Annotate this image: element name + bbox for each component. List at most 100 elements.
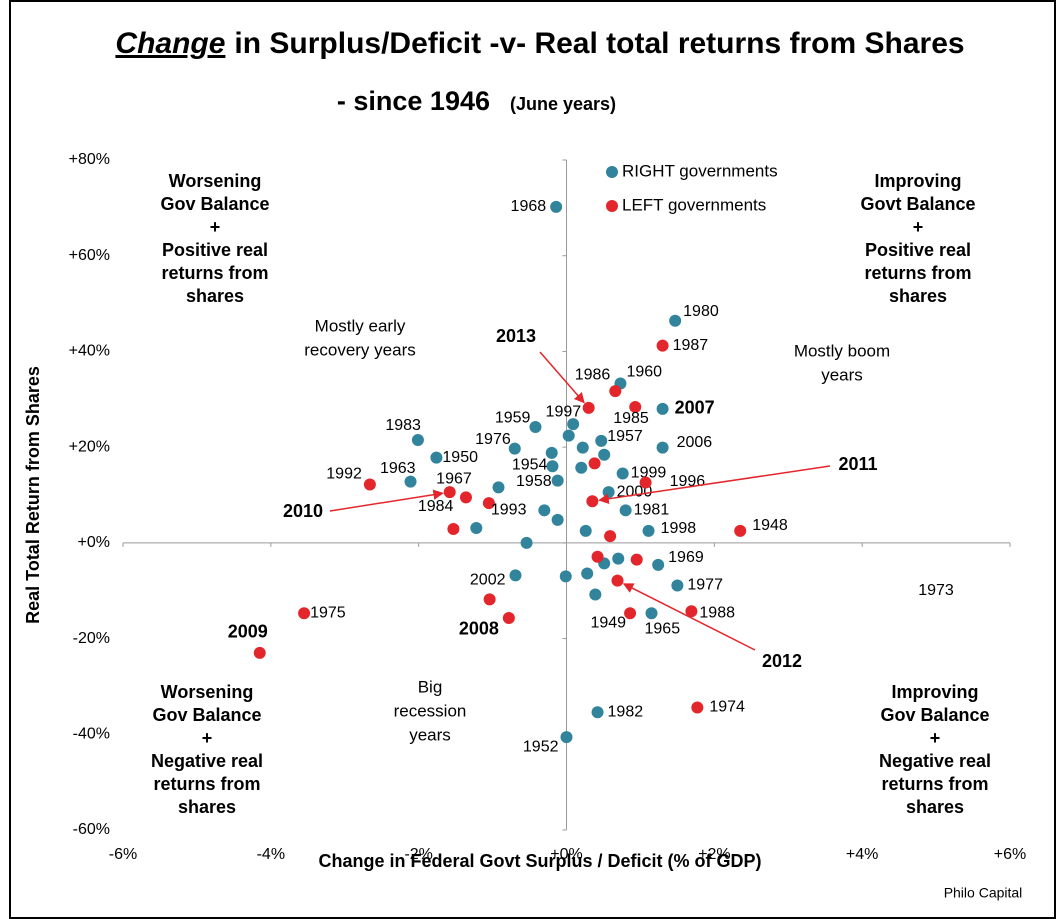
x-tick-label: -4% xyxy=(257,846,285,863)
point xyxy=(411,433,424,446)
point-label: 1973 xyxy=(918,582,954,599)
quadrant-text: Govt Balance xyxy=(860,194,975,214)
point xyxy=(492,481,505,494)
point-label: 1982 xyxy=(608,703,644,720)
point-label: 2002 xyxy=(470,572,506,589)
point-label: 1975 xyxy=(310,604,346,621)
point xyxy=(609,385,622,398)
quadrant-text: Positive real xyxy=(865,240,971,260)
point-label: 1963 xyxy=(380,460,416,477)
y-tick-label: +20% xyxy=(69,438,110,455)
point-label: 1948 xyxy=(752,517,788,534)
note: Mostly boom xyxy=(794,341,890,360)
point xyxy=(559,570,572,583)
point xyxy=(443,486,456,499)
arrow xyxy=(622,583,756,651)
point xyxy=(546,460,559,473)
point xyxy=(612,552,625,565)
point xyxy=(639,476,652,489)
point xyxy=(298,607,311,620)
point xyxy=(459,491,472,504)
point xyxy=(624,607,637,620)
quadrant-text: Improving xyxy=(891,682,978,702)
point-label: 1950 xyxy=(442,449,478,466)
quadrant-text: shares xyxy=(889,286,947,306)
point xyxy=(576,441,589,454)
point-label: 1957 xyxy=(607,428,643,445)
x-tick-label: +0% xyxy=(550,846,582,863)
arrow-label: 2013 xyxy=(496,326,536,346)
legend-label: RIGHT governments xyxy=(622,161,778,180)
y-axis-label: Real Total Return from Shares xyxy=(23,366,43,624)
point xyxy=(656,402,669,415)
point xyxy=(363,478,376,491)
point-label: 1959 xyxy=(495,409,531,426)
quadrant-text: + xyxy=(210,217,221,237)
point xyxy=(560,731,573,744)
point xyxy=(447,522,460,535)
point xyxy=(685,605,698,618)
arrow-label: 2010 xyxy=(283,501,323,521)
y-tick-label: -60% xyxy=(73,821,110,838)
legend-marker xyxy=(606,166,618,178)
point xyxy=(589,588,602,601)
quadrant-text: returns from xyxy=(881,774,988,794)
point xyxy=(629,400,642,413)
point xyxy=(642,524,655,537)
point xyxy=(508,442,521,455)
point-label: 1986 xyxy=(575,366,611,383)
quadrant-text: shares xyxy=(186,286,244,306)
quadrant-text: Positive real xyxy=(162,240,268,260)
point xyxy=(591,706,604,719)
quadrant-text: Worsening xyxy=(161,682,254,702)
quadrant-text: Gov Balance xyxy=(160,194,269,214)
point xyxy=(595,434,608,447)
point xyxy=(656,441,669,454)
title-rest: in Surplus/Deficit -v- Real total return… xyxy=(234,27,964,60)
point xyxy=(529,421,542,434)
point xyxy=(404,475,417,488)
point xyxy=(520,536,533,549)
point-label: 2006 xyxy=(677,434,713,451)
point-label: 1993 xyxy=(491,501,527,518)
quadrant-text: returns from xyxy=(864,263,971,283)
point xyxy=(253,646,266,659)
point xyxy=(509,569,522,582)
point xyxy=(579,524,592,537)
point xyxy=(604,530,617,543)
point-label: 1987 xyxy=(673,337,709,354)
point-label: 1992 xyxy=(326,466,362,483)
point xyxy=(586,495,599,508)
point-label: 1997 xyxy=(546,403,582,420)
note: years xyxy=(409,725,451,744)
point-label: 1998 xyxy=(661,520,697,537)
point-label: 1988 xyxy=(699,605,735,622)
point-label: 1985 xyxy=(613,410,649,427)
x-axis-label: Change in Federal Govt Surplus / Deficit… xyxy=(318,851,761,871)
y-tick-label: +0% xyxy=(78,534,110,551)
x-tick-label: +2% xyxy=(698,846,730,863)
point-label: 1976 xyxy=(475,431,511,448)
x-tick-label: -2% xyxy=(404,846,432,863)
point xyxy=(502,611,515,624)
point xyxy=(575,461,588,474)
source: Philo Capital xyxy=(944,885,1023,901)
point xyxy=(562,429,575,442)
x-tick-label: +4% xyxy=(846,846,878,863)
arrow xyxy=(329,489,444,512)
frame xyxy=(9,0,1056,919)
arrow xyxy=(539,351,585,404)
note: years xyxy=(821,365,863,384)
point xyxy=(591,550,604,563)
note: recovery years xyxy=(304,340,415,359)
x-tick-label: +6% xyxy=(994,846,1026,863)
point xyxy=(645,607,658,620)
point-label: 1954 xyxy=(512,457,548,474)
quadrant-text: returns from xyxy=(161,263,268,283)
y-tick-label: -20% xyxy=(73,630,110,647)
quadrant-text: Worsening xyxy=(169,171,262,191)
point-label: 1984 xyxy=(418,498,454,515)
point xyxy=(588,457,601,470)
quadrant-text: + xyxy=(913,217,924,237)
